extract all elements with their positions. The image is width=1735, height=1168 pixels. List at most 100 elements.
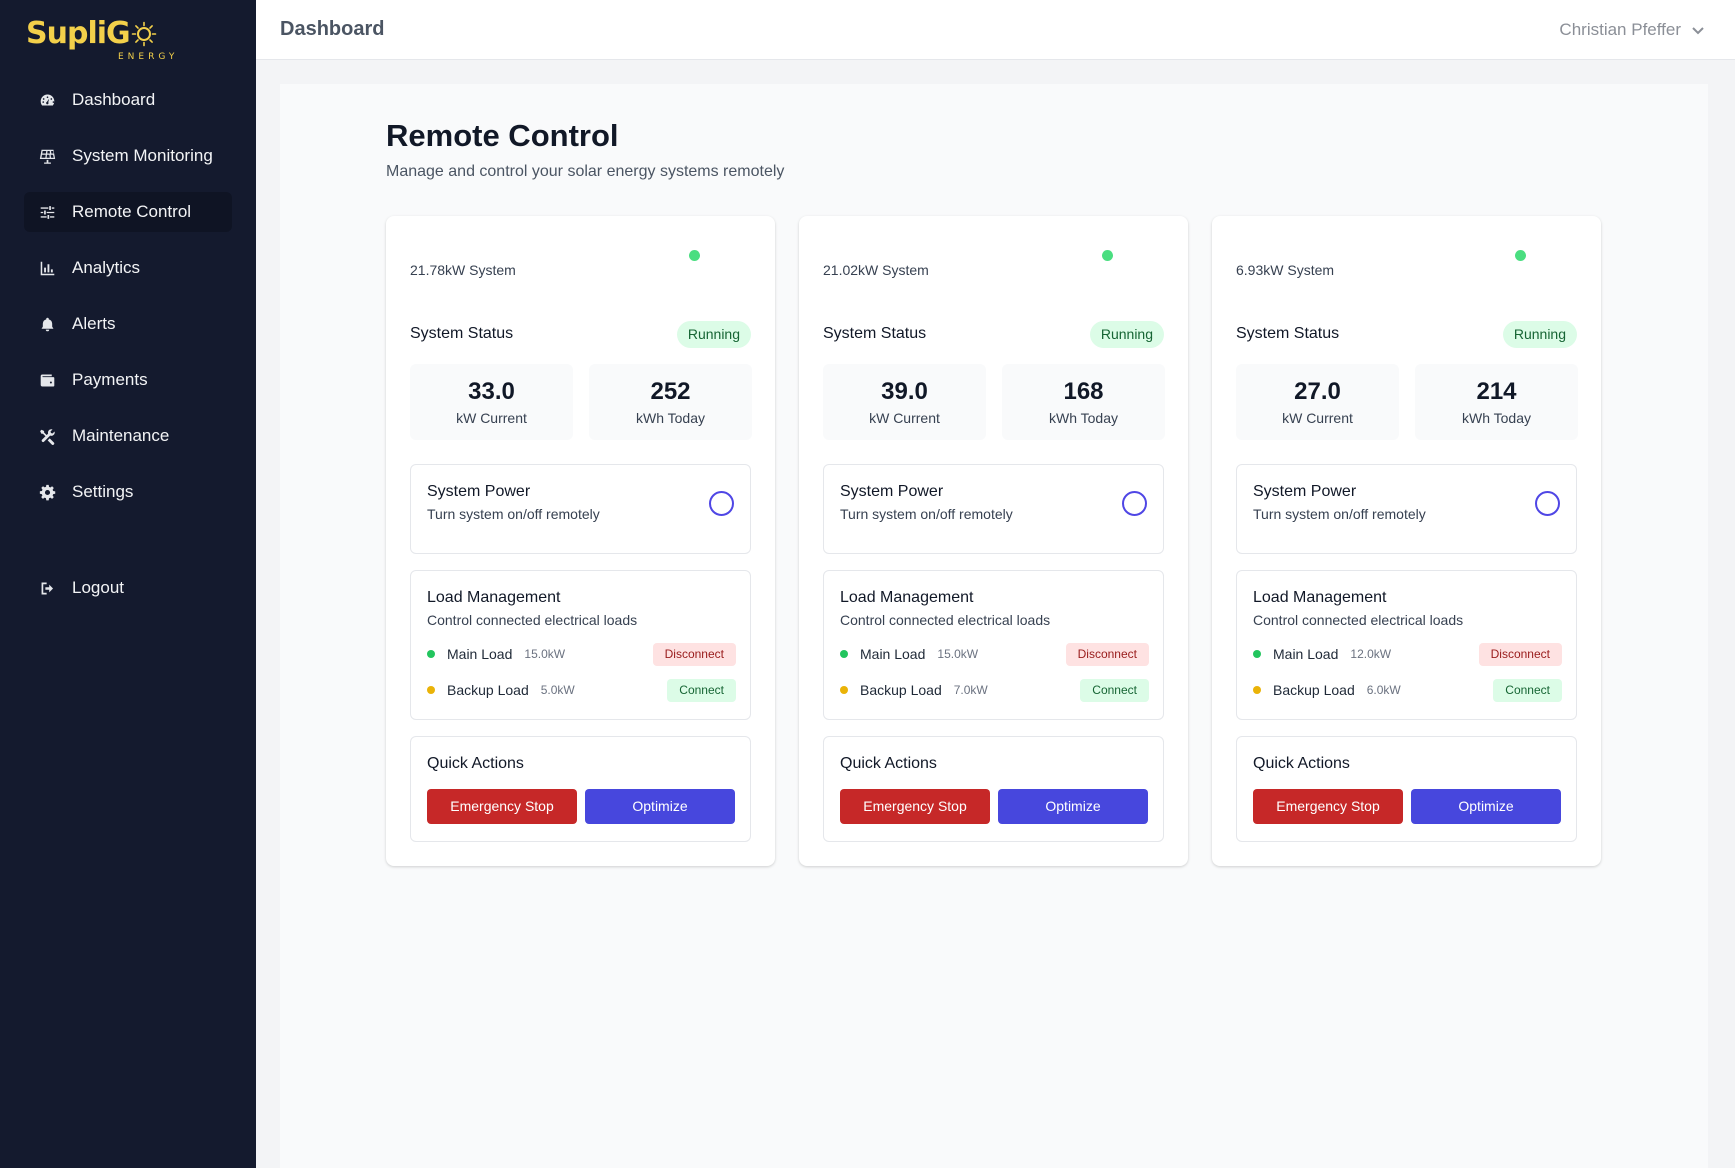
system-name: 6.93kW System bbox=[1236, 262, 1335, 278]
power-toggle[interactable] bbox=[709, 491, 734, 516]
load-name: Main Load bbox=[860, 646, 926, 662]
kwh-today-stat: 214 kWh Today bbox=[1415, 364, 1578, 440]
main-content: Remote Control Manage and control your s… bbox=[280, 84, 1708, 1168]
optimize-button[interactable]: Optimize bbox=[998, 789, 1148, 824]
disconnect-button[interactable]: Disconnect bbox=[1065, 642, 1149, 666]
load-management-panel: Load Management Control connected electr… bbox=[410, 570, 751, 720]
system-card: 21.02kW System System Status Running 39.… bbox=[799, 216, 1188, 866]
system-power-panel: System Power Turn system on/off remotely bbox=[823, 464, 1164, 554]
sidebar-item-label: Analytics bbox=[72, 258, 141, 277]
sidebar-item-payments[interactable]: Payments bbox=[24, 360, 232, 400]
kw-current-value: 39.0 bbox=[881, 378, 928, 405]
load-management-title: Load Management bbox=[427, 589, 561, 606]
status-badge: Running bbox=[1089, 321, 1164, 348]
solar-panel-icon bbox=[38, 147, 56, 165]
load-name: Main Load bbox=[447, 646, 513, 662]
optimize-button[interactable]: Optimize bbox=[1411, 789, 1561, 824]
load-kw: 12.0kW bbox=[1350, 647, 1392, 661]
sidebar-item-label: System Monitoring bbox=[72, 146, 213, 165]
emergency-stop-button[interactable]: Emergency Stop bbox=[840, 789, 990, 824]
sidebar-item-alerts[interactable]: Alerts bbox=[24, 304, 232, 344]
load-name: Backup Load bbox=[860, 682, 942, 698]
system-power-title: System Power bbox=[1253, 483, 1357, 500]
backup-load-row: Backup Load 7.0kW Connect bbox=[840, 678, 1149, 702]
wallet-icon bbox=[38, 371, 56, 389]
power-toggle[interactable] bbox=[1122, 491, 1147, 516]
user-name: Christian Pfeffer bbox=[1559, 20, 1681, 39]
sliders-icon bbox=[38, 203, 56, 221]
load-status-dot bbox=[840, 650, 848, 658]
system-power-subtitle: Turn system on/off remotely bbox=[840, 506, 1013, 522]
disconnect-button[interactable]: Disconnect bbox=[652, 642, 736, 666]
emergency-stop-button[interactable]: Emergency Stop bbox=[1253, 789, 1403, 824]
kw-current-stat: 27.0 kW Current bbox=[1236, 364, 1399, 440]
kw-current-label: kW Current bbox=[456, 410, 527, 426]
load-name: Backup Load bbox=[1273, 682, 1355, 698]
gear-icon bbox=[38, 483, 56, 501]
load-management-title: Load Management bbox=[1253, 589, 1387, 606]
load-management-panel: Load Management Control connected electr… bbox=[1236, 570, 1577, 720]
sidebar-item-dashboard[interactable]: Dashboard bbox=[24, 80, 232, 120]
kwh-today-label: kWh Today bbox=[636, 410, 705, 426]
emergency-stop-button[interactable]: Emergency Stop bbox=[427, 789, 577, 824]
quick-actions-title: Quick Actions bbox=[840, 755, 937, 772]
connect-button[interactable]: Connect bbox=[1493, 678, 1562, 702]
top-bar: Dashboard Christian Pfeffer bbox=[256, 0, 1735, 60]
status-badge: Running bbox=[676, 321, 751, 348]
logout-button[interactable]: Logout bbox=[24, 568, 232, 608]
sidebar-item-remote-control[interactable]: Remote Control bbox=[24, 192, 232, 232]
disconnect-button[interactable]: Disconnect bbox=[1478, 642, 1562, 666]
kwh-today-label: kWh Today bbox=[1049, 410, 1118, 426]
sidebar-item-analytics[interactable]: Analytics bbox=[24, 248, 232, 288]
logo-subtext: ENERGY bbox=[118, 52, 179, 62]
kw-current-stat: 39.0 kW Current bbox=[823, 364, 986, 440]
kw-current-label: kW Current bbox=[1282, 410, 1353, 426]
chevron-down-icon bbox=[1692, 27, 1704, 35]
main-load-row: Main Load 12.0kW Disconnect bbox=[1253, 642, 1562, 666]
bell-icon bbox=[38, 315, 56, 333]
load-management-subtitle: Control connected electrical loads bbox=[1253, 612, 1464, 628]
sidebar-item-system-monitoring[interactable]: System Monitoring bbox=[24, 136, 232, 176]
sidebar-item-settings[interactable]: Settings bbox=[24, 472, 232, 512]
online-indicator bbox=[689, 250, 700, 261]
logo-text: SupliG bbox=[26, 16, 131, 51]
system-power-subtitle: Turn system on/off remotely bbox=[1253, 506, 1426, 522]
logo[interactable]: SupliG ENERGY bbox=[26, 14, 174, 62]
sidebar-item-maintenance[interactable]: Maintenance bbox=[24, 416, 232, 456]
load-status-dot bbox=[840, 686, 848, 694]
user-menu[interactable]: Christian Pfeffer bbox=[1559, 20, 1705, 40]
gauge-icon bbox=[38, 91, 56, 109]
kwh-today-value: 252 bbox=[650, 378, 691, 405]
quick-actions-panel: Quick Actions Emergency Stop Optimize bbox=[823, 736, 1164, 842]
status-badge: Running bbox=[1502, 321, 1577, 348]
system-status-label: System Status bbox=[823, 325, 927, 342]
quick-actions-panel: Quick Actions Emergency Stop Optimize bbox=[1236, 736, 1577, 842]
online-indicator bbox=[1515, 250, 1526, 261]
system-name: 21.02kW System bbox=[823, 262, 929, 278]
system-power-title: System Power bbox=[840, 483, 944, 500]
load-kw: 15.0kW bbox=[524, 647, 566, 661]
connect-button[interactable]: Connect bbox=[1080, 678, 1149, 702]
system-card: 6.93kW System System Status Running 27.0… bbox=[1212, 216, 1601, 866]
kwh-today-value: 168 bbox=[1063, 378, 1104, 405]
power-toggle[interactable] bbox=[1535, 491, 1560, 516]
backup-load-row: Backup Load 6.0kW Connect bbox=[1253, 678, 1562, 702]
backup-load-row: Backup Load 5.0kW Connect bbox=[427, 678, 736, 702]
page-subtitle: Manage and control your solar energy sys… bbox=[386, 163, 785, 180]
load-kw: 5.0kW bbox=[540, 683, 575, 697]
system-card: 21.78kW System System Status Running 33.… bbox=[386, 216, 775, 866]
kw-current-value: 27.0 bbox=[1294, 378, 1341, 405]
system-name: 21.78kW System bbox=[410, 262, 516, 278]
system-status-label: System Status bbox=[1236, 325, 1340, 342]
load-management-subtitle: Control connected electrical loads bbox=[840, 612, 1051, 628]
system-power-panel: System Power Turn system on/off remotely bbox=[1236, 464, 1577, 554]
kw-current-label: kW Current bbox=[869, 410, 940, 426]
optimize-button[interactable]: Optimize bbox=[585, 789, 735, 824]
quick-actions-title: Quick Actions bbox=[1253, 755, 1350, 772]
tools-icon bbox=[38, 427, 56, 445]
sidebar-item-label: Maintenance bbox=[72, 426, 170, 445]
kwh-today-stat: 168 kWh Today bbox=[1002, 364, 1165, 440]
connect-button[interactable]: Connect bbox=[667, 678, 736, 702]
kwh-today-stat: 252 kWh Today bbox=[589, 364, 752, 440]
logout-section: Logout bbox=[24, 568, 232, 624]
